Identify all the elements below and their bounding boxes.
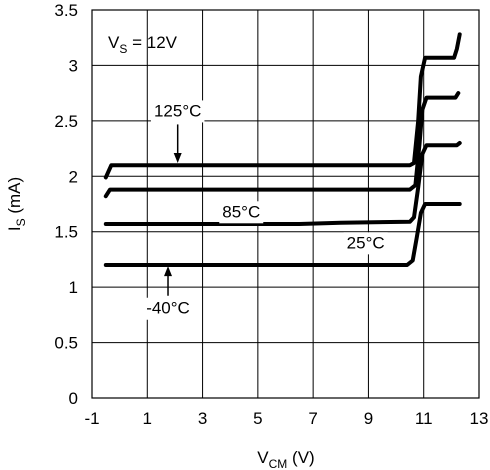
series-label-25-c: 25°C — [347, 233, 385, 252]
series-line-25-c — [103, 141, 462, 226]
y-tick-label: 0.5 — [54, 334, 78, 353]
x-tick-label: 3 — [198, 409, 207, 428]
x-tick-label: 9 — [364, 409, 373, 428]
series-label-40-c: -40°C — [146, 299, 190, 318]
y-tick-label: 0 — [69, 389, 78, 408]
series-line-125-c — [103, 32, 462, 180]
y-tick-label: 3.5 — [54, 1, 78, 20]
vs-annotation: VS = 12V — [108, 33, 178, 56]
series-label-85-c: 85°C — [222, 202, 260, 221]
x-tick-labels: -1 1 3 5 7 9 11 13 — [84, 409, 488, 428]
series-labels: 125°C 85°C 25°C -40°C — [141, 100, 388, 320]
series-label-125-c: 125°C — [154, 101, 201, 120]
arrow-head-40-c — [164, 266, 173, 277]
label-background-125-c — [150, 100, 205, 123]
y-tick-label: 1.5 — [54, 223, 78, 242]
series-line-85-c — [103, 91, 461, 199]
y-tick-label: 1 — [69, 278, 78, 297]
x-tick-label: 7 — [308, 409, 317, 428]
x-tick-label: 11 — [415, 409, 433, 428]
plot-frame — [91, 9, 480, 399]
y-tick-labels: 0 0.5 1 1.5 2 2.5 3 3.5 — [54, 1, 78, 408]
y-tick-label: 3 — [69, 56, 78, 75]
series-line-40-c — [103, 202, 462, 267]
y-tick-label: 2 — [69, 167, 78, 186]
label-background-40-c — [141, 297, 195, 320]
y-axis-title: IS (mA) — [5, 177, 28, 231]
y-tick-label: 2.5 — [54, 112, 78, 131]
x-tick-label: -1 — [84, 409, 99, 428]
label-background-25-c — [343, 232, 388, 255]
x-tick-label: 5 — [253, 409, 262, 428]
series-lines — [103, 32, 462, 267]
x-axis-title: VCM (V) — [257, 448, 314, 470]
x-tick-label: 13 — [470, 409, 489, 428]
x-tick-label: 1 — [143, 409, 152, 428]
arrow-head-125-c — [173, 152, 182, 163]
label-background-85-c — [219, 201, 264, 224]
